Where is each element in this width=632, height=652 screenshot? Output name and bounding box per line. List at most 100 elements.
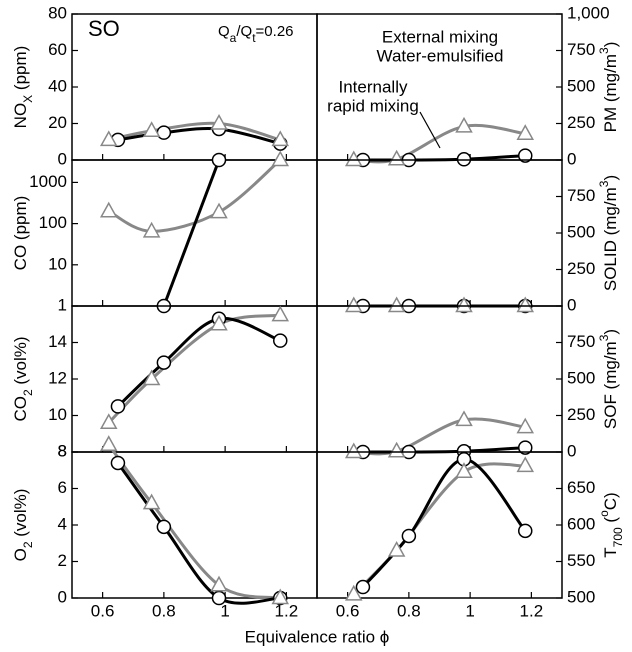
y-axis-label-part: 3 <box>597 180 611 187</box>
y-tick-label: 12 <box>48 368 67 387</box>
y-tick-label: 250 <box>567 113 595 132</box>
data-point <box>99 130 118 147</box>
data-point <box>110 455 126 471</box>
x-tick-label: 1 <box>220 601 229 620</box>
y-tick-label: 4 <box>58 514 67 533</box>
y-tick-label: 2 <box>58 551 67 570</box>
y-tick-label: 1000 <box>29 172 67 191</box>
data-point <box>156 519 172 535</box>
data-point <box>273 333 288 348</box>
data-point <box>455 462 473 478</box>
data-point <box>142 493 161 510</box>
legend-pointer <box>419 111 441 149</box>
legend-label: Water-emulsified <box>377 46 504 65</box>
x-tick-label: 0.8 <box>397 601 421 620</box>
y-tick-label: 8 <box>58 441 67 460</box>
data-point <box>210 314 228 331</box>
y-axis-label-part: ) <box>601 329 620 335</box>
y-tick-label: 500 <box>567 76 595 95</box>
y-tick-label: 0 <box>567 295 576 314</box>
series-line <box>116 462 281 605</box>
y-tick-label: 250 <box>567 259 595 278</box>
y-axis-label-part: SOF (mg/m <box>601 341 620 429</box>
series-line <box>108 158 282 233</box>
y-tick-label: 8 <box>58 441 67 460</box>
y-tick-label: 0 <box>567 149 576 168</box>
panel-frame <box>71 451 318 599</box>
y-axis-label-part: o <box>597 510 611 517</box>
data-point <box>142 369 161 386</box>
data-point <box>387 296 406 313</box>
panel-frame <box>71 305 318 453</box>
y-axis-label-part: ( <box>601 517 620 528</box>
series-line <box>107 313 281 424</box>
y-axis-label: NOX (ppm) <box>11 46 35 129</box>
data-point <box>355 579 371 595</box>
y-tick-label: 550 <box>567 551 595 570</box>
data-point <box>387 149 406 166</box>
data-point <box>518 523 533 539</box>
y-axis-label-part: ) <box>601 42 620 48</box>
series-line <box>353 123 526 164</box>
y-axis-label-part: NO <box>11 103 30 129</box>
y-axis-label-part: PM (mg/m <box>601 54 620 132</box>
data-point <box>211 152 227 168</box>
y-axis-label: SOLID (mg/m3) <box>597 175 620 291</box>
data-point <box>455 410 473 427</box>
y-tick-label: 750 <box>567 186 595 205</box>
annotation-part: SO <box>88 16 120 41</box>
data-point <box>344 296 363 313</box>
legend-label: External mixing <box>382 27 498 46</box>
series-line <box>117 127 281 146</box>
y-tick-label: 750 <box>567 40 595 59</box>
panel-frame <box>316 159 563 307</box>
data-point <box>401 528 417 544</box>
data-point <box>516 296 535 313</box>
annotation-part: =0.26 <box>256 23 294 40</box>
data-point <box>210 202 228 219</box>
data-point <box>211 590 227 606</box>
data-point <box>516 456 535 473</box>
y-axis-label-part: CO (ppm) <box>11 196 30 271</box>
y-axis-label-part: 700 <box>611 527 625 547</box>
data-point <box>455 296 473 313</box>
data-point <box>387 541 406 557</box>
y-axis-label: CO2 (vol%) <box>11 336 35 421</box>
y-tick-label: 650 <box>567 478 595 497</box>
y-axis-label-part: ) <box>601 175 620 181</box>
series-line <box>108 121 281 142</box>
annotation-part: Q <box>218 23 230 40</box>
series-line <box>116 316 281 408</box>
y-tick-label: 40 <box>48 76 67 95</box>
x-tick-label: 0.8 <box>152 601 176 620</box>
y-tick-label: 0 <box>567 441 576 460</box>
annotation: SO <box>88 16 120 41</box>
data-point <box>516 417 535 434</box>
data-point <box>518 148 533 163</box>
y-tick-label: 10 <box>48 405 67 424</box>
data-point <box>142 121 161 138</box>
data-point <box>271 588 290 605</box>
x-axis-label: Equivalence ratio ϕ <box>245 627 390 646</box>
data-point <box>110 399 126 414</box>
y-tick-label: 750 <box>567 332 595 351</box>
y-axis-label: T700 (oC) <box>597 492 625 557</box>
x-tick-label: 0.6 <box>91 601 115 620</box>
y-axis-label: O2 (vol%) <box>11 489 35 562</box>
data-point <box>387 441 406 458</box>
data-point <box>142 221 161 238</box>
x-tick-label: 0.6 <box>336 601 360 620</box>
y-tick-label: 6 <box>58 478 67 497</box>
data-point <box>99 413 118 430</box>
y-tick-label: 0 <box>58 587 67 606</box>
data-point <box>455 116 473 133</box>
series-line <box>107 443 281 600</box>
legend-label: rapid mixing <box>327 96 419 115</box>
data-point <box>99 201 118 218</box>
data-point <box>210 113 228 130</box>
y-axis-label-part: C) <box>601 492 620 510</box>
y-tick-label: 20 <box>48 113 67 132</box>
y-axis-label: CO (ppm) <box>11 196 30 271</box>
annotation-part: /Q <box>236 23 252 40</box>
